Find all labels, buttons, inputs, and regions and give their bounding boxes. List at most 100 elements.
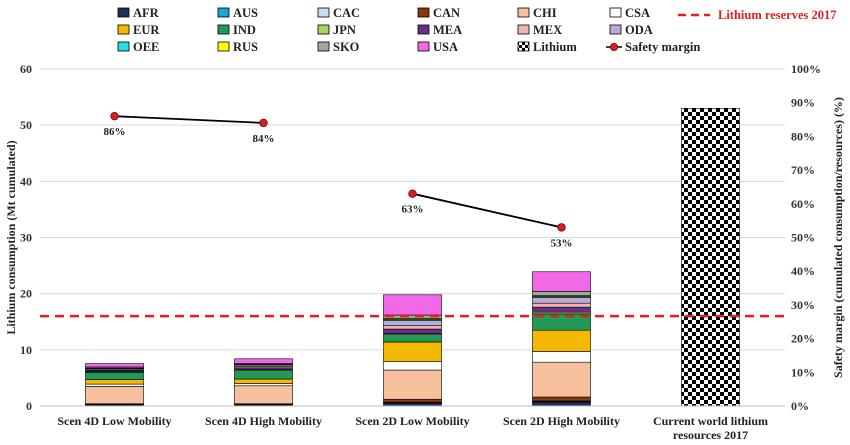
bars	[85, 108, 740, 407]
legend-swatch	[317, 7, 330, 18]
x-category-label: Scen 2D High Mobility	[503, 414, 620, 428]
legend-label: JPN	[333, 23, 356, 37]
legend-label: SKO	[333, 40, 360, 54]
legend-label: RUS	[233, 40, 258, 54]
legend-swatch	[417, 7, 430, 18]
bar-segment-eur	[85, 379, 144, 385]
y2-tick-label: 100%	[791, 62, 821, 76]
bar-segment-oda	[383, 320, 442, 326]
y2-tick-label: 40%	[791, 264, 815, 278]
bar-segment-chi	[234, 385, 293, 405]
gridlines	[40, 68, 785, 407]
legend-label: MEA	[433, 23, 462, 37]
legend-label: MEX	[533, 23, 562, 37]
x-category-label: Scen 4D Low Mobility	[57, 414, 171, 428]
y2-axis-title: Safety margin (cumulated consumption/res…	[831, 97, 845, 378]
safety-margin-label: 53%	[551, 237, 573, 249]
bar-segment-mex	[383, 325, 442, 330]
bar-segment-can	[383, 398, 442, 403]
bar-segment-ind	[234, 370, 293, 380]
legend: AFR EUR OEE AUS IND RUS CAC JPN SKO CAN MEA USA CHI M…	[117, 6, 837, 54]
legend-swatch	[517, 7, 530, 18]
bar-segment-usa	[85, 363, 144, 368]
bar-segment-csa	[234, 383, 293, 387]
bar-segment-usa	[383, 294, 442, 316]
bar-segment-sko	[532, 291, 591, 296]
bar-segment-lithium	[681, 108, 740, 407]
legend-swatch	[317, 41, 330, 52]
y-tick-label: 0	[26, 399, 32, 413]
legend-swatch	[609, 7, 622, 18]
bar-segment-oda	[532, 297, 591, 304]
bar-segment-mea	[532, 306, 591, 313]
bar-segment-mex	[532, 302, 591, 308]
safety-margin-point	[259, 118, 268, 128]
legend-label: Safety margin	[625, 40, 700, 54]
legend-label: ODA	[625, 23, 653, 37]
y2-tick-label: 60%	[791, 197, 815, 211]
legend-label: USA	[433, 40, 458, 54]
y2-tick-label: 70%	[791, 163, 815, 177]
y-tick-label: 40	[20, 174, 32, 188]
bar-segment-eur	[383, 341, 442, 362]
bar-segment-chi	[85, 386, 144, 405]
safety-margin-label: 84%	[253, 133, 275, 145]
legend-swatch	[217, 41, 230, 52]
y-tick-label: 50	[20, 118, 32, 132]
legend-label: CAC	[333, 6, 360, 20]
bar-segment-ind	[383, 334, 442, 343]
legend-label: AFR	[133, 6, 160, 20]
legend-label: EUR	[133, 23, 160, 37]
bar-segment-mea	[383, 328, 442, 334]
bar-segment-chi	[532, 361, 591, 398]
bar-segment-csa	[85, 383, 144, 387]
bar-segment-csa	[532, 351, 591, 363]
x-category-label: Scen 4D High Mobility	[205, 414, 322, 428]
legend-label: CAN	[433, 6, 460, 20]
y-tick-label: 10	[20, 343, 32, 357]
safety-margin-point	[557, 223, 566, 232]
y2-tick-label: 0%	[791, 399, 809, 413]
safety-margin-label: 86%	[104, 126, 126, 138]
safety-margin-line	[412, 192, 562, 229]
axes: 0 10 20 30 40 50 60 0% 10% 20% 30% 40% 50% 60% 70% 80% 9…	[4, 62, 845, 442]
y-axis-title: Lithium consumption (Mt cumulated)	[4, 140, 18, 334]
y2-tick-label: 20%	[791, 332, 815, 346]
y2-tick-label: 90%	[791, 96, 815, 110]
y2-tick-label: 10%	[791, 365, 815, 379]
bar-segment-usa	[234, 358, 293, 364]
y-tick-label: 30	[20, 231, 32, 245]
legend-swatch	[317, 24, 330, 35]
x-category-label: Current world lithium	[653, 414, 768, 428]
legend-swatch	[217, 7, 230, 18]
y2-tick-label: 80%	[791, 129, 815, 143]
legend-label: AUS	[233, 6, 258, 20]
safety-margin-label: 63%	[402, 204, 424, 216]
legend-swatch	[117, 41, 130, 52]
x-category-label: resources 2017	[673, 428, 748, 442]
y2-tick-label: 30%	[791, 298, 815, 312]
legend-swatch	[217, 24, 230, 35]
bar-segment-can	[532, 396, 591, 402]
bar-segment-usa	[532, 271, 591, 292]
legend-label: CHI	[533, 6, 557, 20]
x-category-label: Scen 2D Low Mobility	[355, 414, 469, 428]
legend-swatch	[417, 41, 430, 52]
legend-swatch	[609, 24, 622, 35]
legend-label: Lithium	[533, 40, 577, 54]
bar-segment-chi	[383, 369, 442, 400]
legend-swatch	[517, 41, 530, 52]
legend-swatch	[117, 24, 130, 35]
legend-label: CSA	[625, 6, 650, 20]
legend-swatch-marker	[610, 43, 619, 52]
y2-tick-label: 50%	[791, 231, 815, 245]
bar-segment-ind	[85, 371, 144, 380]
legend-label-reserves: Lithium reserves 2017	[718, 8, 837, 22]
safety-margin-line	[114, 115, 264, 124]
safety-margin-point	[110, 111, 119, 121]
safety-margin-point	[408, 189, 417, 198]
bar-segment-eur	[234, 378, 293, 384]
legend-swatch	[117, 7, 130, 18]
legend-swatch	[517, 24, 530, 35]
